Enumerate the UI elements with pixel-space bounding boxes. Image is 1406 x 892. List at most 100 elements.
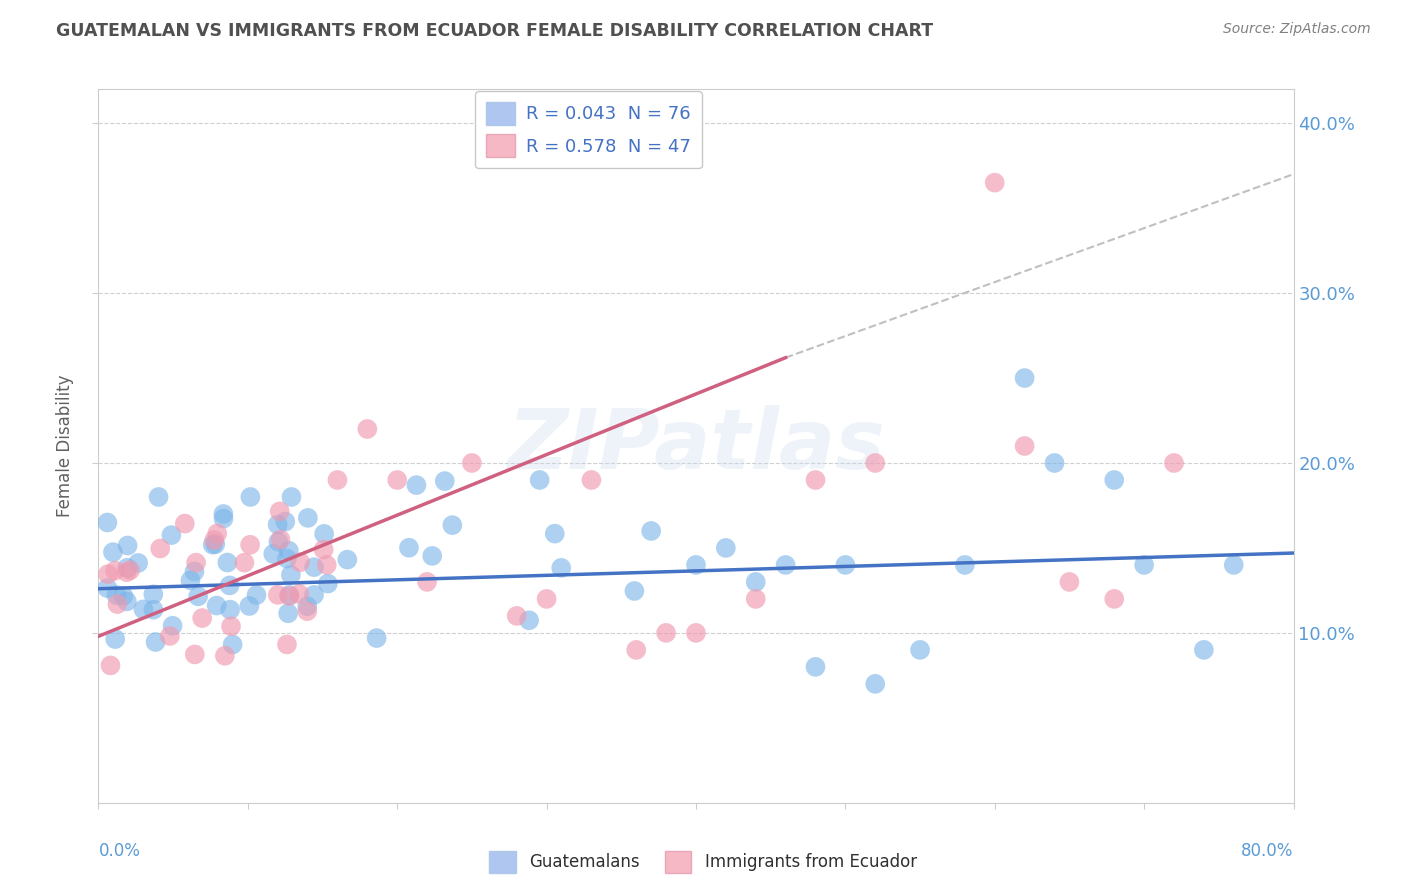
Point	[101, 545, 124, 559]
Point	[97, 567, 120, 582]
Point	[315, 558, 337, 572]
Point	[160, 528, 183, 542]
Point	[953, 558, 976, 572]
Point	[655, 626, 678, 640]
Point	[183, 565, 205, 579]
Point	[316, 576, 339, 591]
Point	[1192, 643, 1215, 657]
Point	[297, 599, 319, 614]
Point	[834, 558, 856, 572]
Point	[204, 537, 226, 551]
Point	[1104, 591, 1126, 606]
Legend: Guatemalans, Immigrants from Ecuador: Guatemalans, Immigrants from Ecuador	[482, 845, 924, 880]
Point	[714, 541, 737, 555]
Point	[269, 504, 291, 518]
Point	[187, 590, 209, 604]
Point	[221, 637, 243, 651]
Point	[120, 563, 142, 577]
Point	[336, 552, 359, 566]
Point	[385, 473, 409, 487]
Point	[202, 533, 225, 547]
Point	[262, 547, 284, 561]
Point	[132, 602, 155, 616]
Point	[276, 637, 298, 651]
Point	[277, 543, 299, 558]
Point	[201, 538, 224, 552]
Point	[148, 490, 170, 504]
Point	[269, 533, 291, 547]
Point	[1223, 558, 1246, 572]
Point	[685, 558, 707, 572]
Point	[184, 648, 207, 662]
Point	[115, 561, 138, 575]
Point	[1014, 439, 1036, 453]
Point	[266, 517, 288, 532]
Text: GUATEMALAN VS IMMIGRANTS FROM ECUADOR FEMALE DISABILITY CORRELATION CHART: GUATEMALAN VS IMMIGRANTS FROM ECUADOR FE…	[56, 22, 934, 40]
Text: Source: ZipAtlas.com: Source: ZipAtlas.com	[1223, 22, 1371, 37]
Point	[398, 541, 420, 555]
Point	[267, 588, 290, 602]
Point	[219, 602, 242, 616]
Legend: R = 0.043  N = 76, R = 0.578  N = 47: R = 0.043 N = 76, R = 0.578 N = 47	[475, 91, 702, 169]
Point	[865, 456, 887, 470]
Point	[212, 511, 235, 525]
Point	[326, 473, 349, 487]
Text: 0.0%: 0.0%	[98, 842, 141, 860]
Point	[105, 588, 128, 602]
Point	[302, 560, 325, 574]
Point	[416, 574, 439, 589]
Point	[117, 539, 139, 553]
Point	[149, 541, 172, 556]
Point	[142, 587, 165, 601]
Point	[274, 515, 297, 529]
Point	[217, 556, 239, 570]
Point	[96, 516, 118, 530]
Point	[745, 591, 768, 606]
Point	[280, 568, 302, 582]
Point	[142, 602, 165, 616]
Point	[544, 526, 567, 541]
Point	[276, 551, 298, 566]
Point	[302, 588, 325, 602]
Point	[107, 597, 129, 611]
Point	[218, 578, 240, 592]
Point	[278, 588, 301, 602]
Point	[626, 643, 648, 657]
Point	[640, 524, 662, 538]
Point	[290, 555, 312, 569]
Point	[288, 587, 311, 601]
Point	[529, 473, 551, 487]
Point	[1104, 473, 1126, 487]
Point	[745, 574, 768, 589]
Point	[314, 526, 336, 541]
Point	[908, 643, 931, 657]
Point	[461, 456, 484, 470]
Point	[159, 629, 181, 643]
Point	[405, 478, 427, 492]
Point	[104, 564, 127, 578]
Point	[184, 556, 207, 570]
Point	[517, 613, 540, 627]
Point	[239, 490, 262, 504]
Point	[205, 599, 228, 613]
Point	[277, 607, 299, 621]
Text: 80.0%: 80.0%	[1241, 842, 1294, 860]
Point	[162, 619, 184, 633]
Point	[127, 556, 149, 570]
Point	[115, 594, 138, 608]
Point	[245, 588, 267, 602]
Point	[145, 635, 167, 649]
Point	[297, 604, 319, 618]
Y-axis label: Female Disability: Female Disability	[56, 375, 75, 517]
Point	[1043, 456, 1066, 470]
Point	[1014, 371, 1036, 385]
Point	[865, 677, 887, 691]
Point	[278, 589, 301, 603]
Point	[96, 581, 118, 595]
Point	[191, 611, 214, 625]
Point	[173, 516, 195, 531]
Point	[356, 422, 378, 436]
Point	[1163, 456, 1185, 470]
Point	[804, 473, 827, 487]
Point	[239, 538, 262, 552]
